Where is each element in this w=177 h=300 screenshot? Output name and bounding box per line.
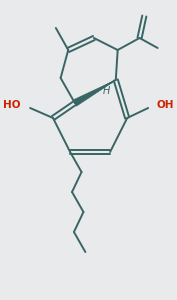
Text: OH: OH (157, 100, 174, 110)
Text: HO: HO (3, 100, 21, 110)
Polygon shape (73, 80, 116, 106)
Text: H: H (102, 86, 110, 96)
